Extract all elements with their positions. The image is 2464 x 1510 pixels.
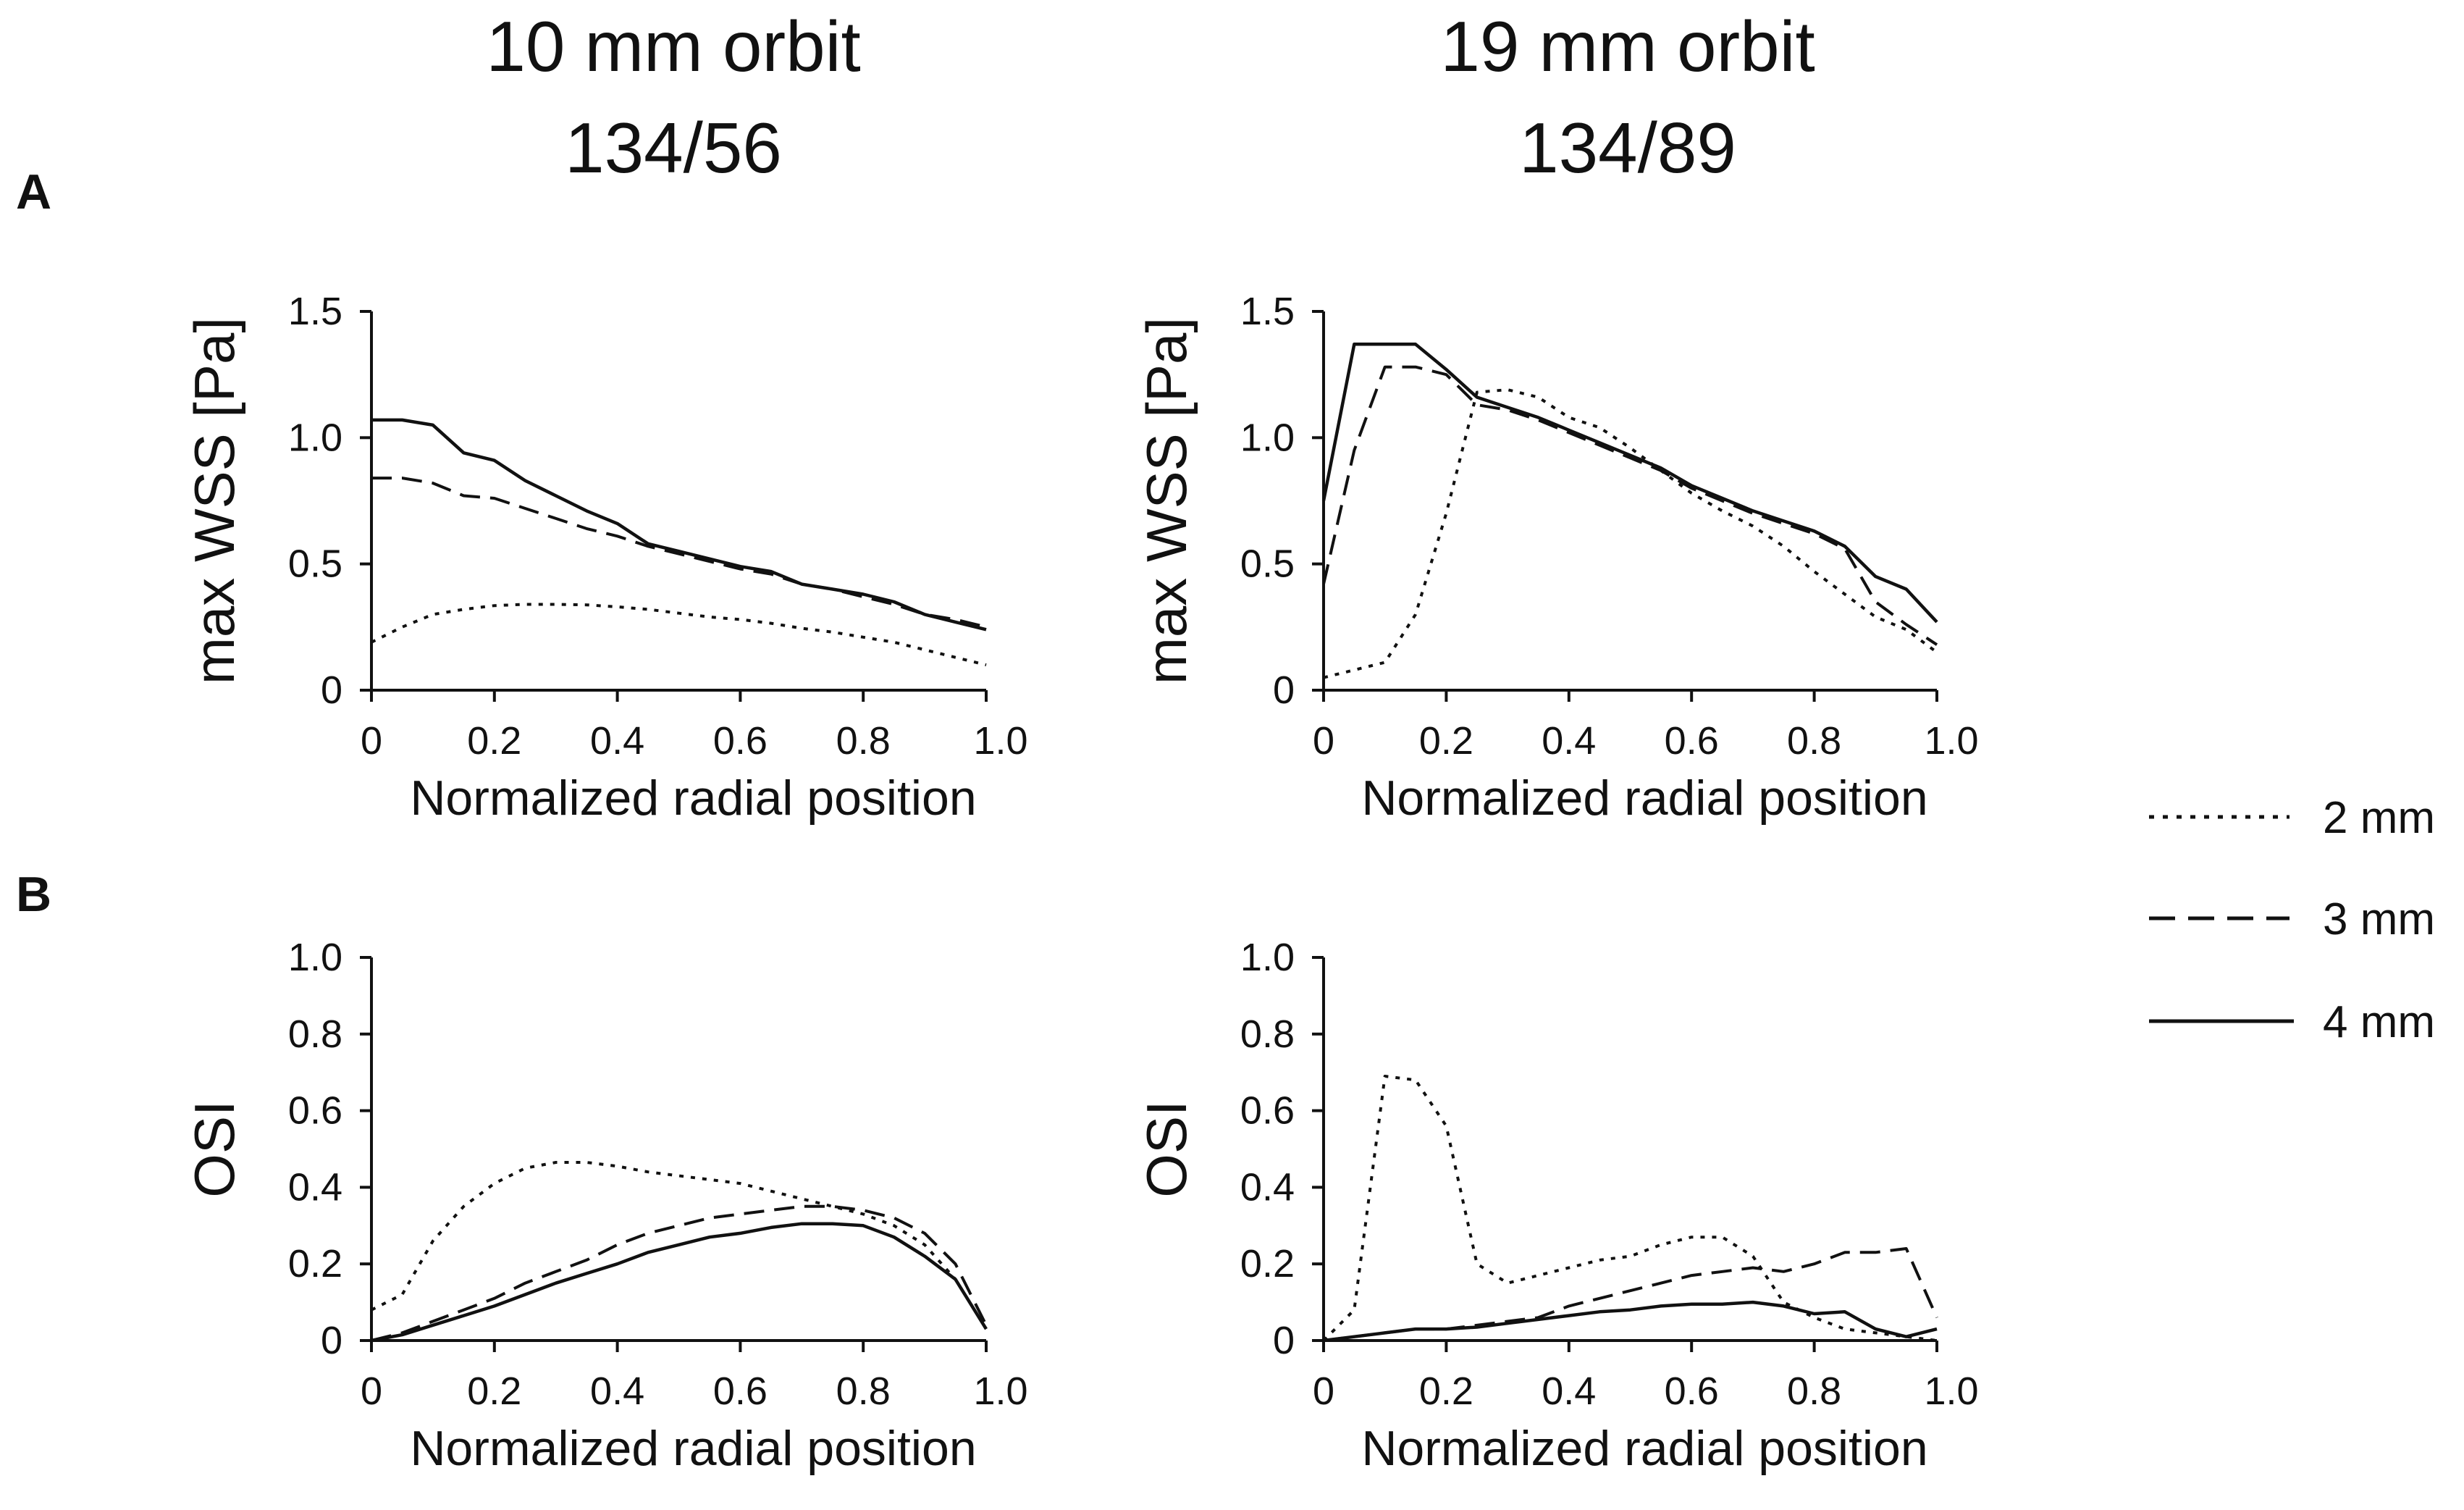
a-right-x-axis-label: Normalized radial position — [1361, 771, 1927, 826]
b-left-y-tick-label: 1.0 — [288, 936, 342, 979]
b-left-x-tick-label: 0.6 — [713, 1370, 768, 1413]
b-left-y-axis-label: OSI — [182, 1100, 246, 1197]
b-left-x-tick-label: 1.0 — [973, 1370, 1027, 1413]
a-right-series-4-mm — [1321, 343, 1938, 624]
a-right-y-axis-label: max WSS [Pa] — [1135, 317, 1198, 684]
a-left-y-axis-label: max WSS [Pa] — [182, 317, 246, 684]
b-right-series-2-mm — [1322, 1075, 1938, 1342]
a-left-series-2-mm — [371, 603, 987, 667]
b-left-series-4-mm — [371, 1222, 988, 1343]
a-right-x-tick-label: 1.0 — [1924, 719, 1978, 763]
a-left-y-tick-label: 0 — [321, 668, 342, 712]
b-right-x-tick-label: 1.0 — [1924, 1370, 1978, 1413]
a-left-x-tick-label: 1.0 — [973, 719, 1027, 763]
a-right-y-tick-label: 1.5 — [1240, 290, 1295, 333]
b-right-series-4-mm — [1323, 1300, 1938, 1343]
a-right-x-tick-label: 0.8 — [1787, 719, 1841, 763]
b-left-y-tick-label: 0.4 — [288, 1165, 342, 1209]
b-right-x-tick-label: 0.4 — [1542, 1370, 1596, 1413]
b-left-y-tick-label: 0.6 — [288, 1089, 342, 1133]
b-left-y-tick-label: 0 — [321, 1319, 342, 1362]
b-left-y-tick-label: 0.2 — [288, 1242, 342, 1285]
b-right-y-tick-label: 0.4 — [1240, 1165, 1295, 1209]
a-right-y-tick-label: 0.5 — [1240, 542, 1295, 586]
a-right-series-2-mm — [1323, 388, 1938, 679]
b-left-x-tick-label: 0.2 — [467, 1370, 521, 1413]
b-right-y-tick-label: 0.2 — [1240, 1242, 1295, 1285]
chart-wss-10mm: 0 0.5 1.0 1.5 0 0.2 0.4 0.6 0.8 1.0 Normalized rad… — [182, 290, 1028, 826]
b-left-series-3-mm — [371, 1204, 988, 1342]
chart-osi-10mm: 0 0.2 0.4 0.6 0.8 1.0 0 0.2 0.4 0.6 0.8 1.0 Normaliz… — [182, 936, 1028, 1476]
b-right-x-tick-label: 0.2 — [1419, 1370, 1473, 1413]
legend-label-2mm: 2 mm — [2323, 793, 2435, 843]
a-left-y-tick-label: 1.5 — [288, 290, 342, 333]
chart-wss-19mm: 0 0.5 1.0 1.5 0 0.2 0.4 0.6 0.8 1.0 Normalized rad… — [1135, 290, 1979, 826]
a-left-series-3-mm — [371, 477, 987, 629]
b-right-y-tick-label: 1.0 — [1240, 936, 1295, 979]
b-right-x-tick-label: 0 — [1313, 1370, 1334, 1413]
a-right-y-tick-label: 1.0 — [1240, 416, 1295, 459]
a-right-x-tick-label: 0.6 — [1665, 719, 1719, 763]
b-left-x-tick-label: 0 — [361, 1370, 382, 1413]
right-column-title: 19 mm orbit — [1440, 7, 1815, 86]
a-right-y-tick-label: 0 — [1273, 668, 1295, 712]
b-left-series-2-mm — [371, 1161, 988, 1330]
a-left-y-tick-label: 1.0 — [288, 416, 342, 459]
a-left-x-axis-label: Normalized radial position — [410, 771, 976, 826]
a-left-series-4-mm — [371, 418, 987, 632]
left-column-title: 10 mm orbit — [486, 7, 860, 86]
b-right-y-axis-label: OSI — [1135, 1100, 1198, 1197]
a-left-y-tick-label: 0.5 — [288, 542, 342, 586]
a-right-x-tick-label: 0.4 — [1542, 719, 1596, 763]
b-right-series-3-mm — [1323, 1247, 1938, 1342]
legend-label-4mm: 4 mm — [2323, 997, 2435, 1047]
b-right-x-tick-label: 0.6 — [1665, 1370, 1719, 1413]
a-left-x-tick-label: 0.4 — [590, 719, 644, 763]
a-left-x-tick-label: 0.6 — [713, 719, 768, 763]
b-right-x-tick-label: 0.8 — [1787, 1370, 1841, 1413]
a-left-x-tick-label: 0.8 — [836, 719, 891, 763]
legend-label-3mm: 3 mm — [2323, 894, 2435, 944]
legend: 2 mm 3 mm 4 mm — [2149, 793, 2435, 1047]
b-left-x-tick-label: 0.4 — [590, 1370, 644, 1413]
b-left-y-tick-label: 0.8 — [288, 1012, 342, 1056]
panel-label-b: B — [16, 867, 51, 922]
b-right-y-tick-label: 0 — [1273, 1319, 1295, 1362]
b-right-y-tick-label: 0.6 — [1240, 1089, 1295, 1133]
left-column-subtitle: 134/56 — [565, 108, 782, 188]
a-left-x-tick-label: 0.2 — [467, 719, 521, 763]
a-right-x-tick-label: 0.2 — [1419, 719, 1473, 763]
a-right-x-tick-label: 0 — [1313, 719, 1334, 763]
b-right-x-axis-label: Normalized radial position — [1361, 1421, 1927, 1476]
b-right-y-tick-label: 0.8 — [1240, 1012, 1295, 1056]
b-left-x-tick-label: 0.8 — [836, 1370, 891, 1413]
b-left-x-axis-label: Normalized radial position — [410, 1421, 976, 1476]
a-right-series-3-mm — [1322, 365, 1938, 646]
a-left-x-tick-label: 0 — [361, 719, 382, 763]
panel-label-a: A — [16, 164, 51, 219]
chart-osi-19mm: 0 0.2 0.4 0.6 0.8 1.0 0 0.2 0.4 0.6 0.8 1.0 Normaliz… — [1135, 936, 1979, 1476]
right-column-subtitle: 134/89 — [1519, 108, 1736, 188]
